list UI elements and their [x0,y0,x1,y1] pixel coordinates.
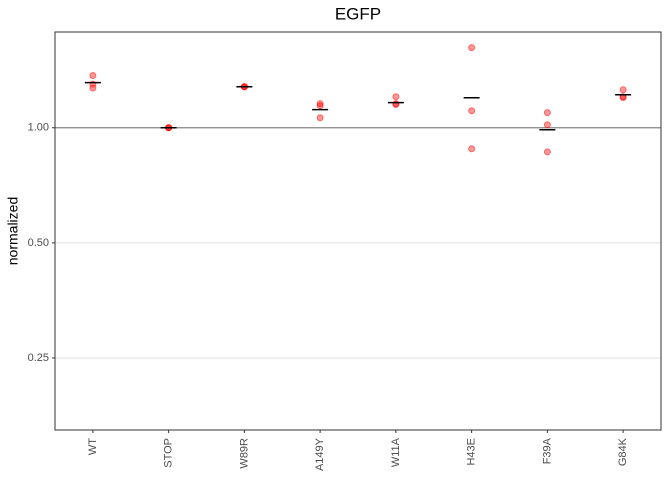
x-tick-label: W11A [390,437,402,467]
data-point [619,86,627,94]
x-tick-label: G84K [617,437,629,466]
data-point [392,93,400,101]
data-point [468,145,476,153]
x-tick-label: W89R [238,438,250,469]
data-point [316,102,324,110]
panel-border [54,31,662,431]
data-point [316,114,324,122]
x-tick-label: F39A [541,437,553,464]
data-point [468,107,476,115]
chart-title: EGFP [335,4,381,23]
x-tick-label: STOP [163,438,175,468]
data-point [543,109,551,117]
y-tick-label: 0.25 [28,352,49,364]
data-point [316,100,324,108]
y-tick-label: 0.50 [28,237,49,249]
x-tick-label: A149Y [314,437,326,471]
x-tick-label: H43E [466,438,478,466]
data-point [543,148,551,156]
y-tick-label: 1.00 [28,122,49,134]
y-axis-label: normalized [5,197,21,265]
data-point [468,44,476,52]
x-tick-label: WT [87,438,99,455]
data-point [89,71,97,79]
data-point [543,121,551,129]
